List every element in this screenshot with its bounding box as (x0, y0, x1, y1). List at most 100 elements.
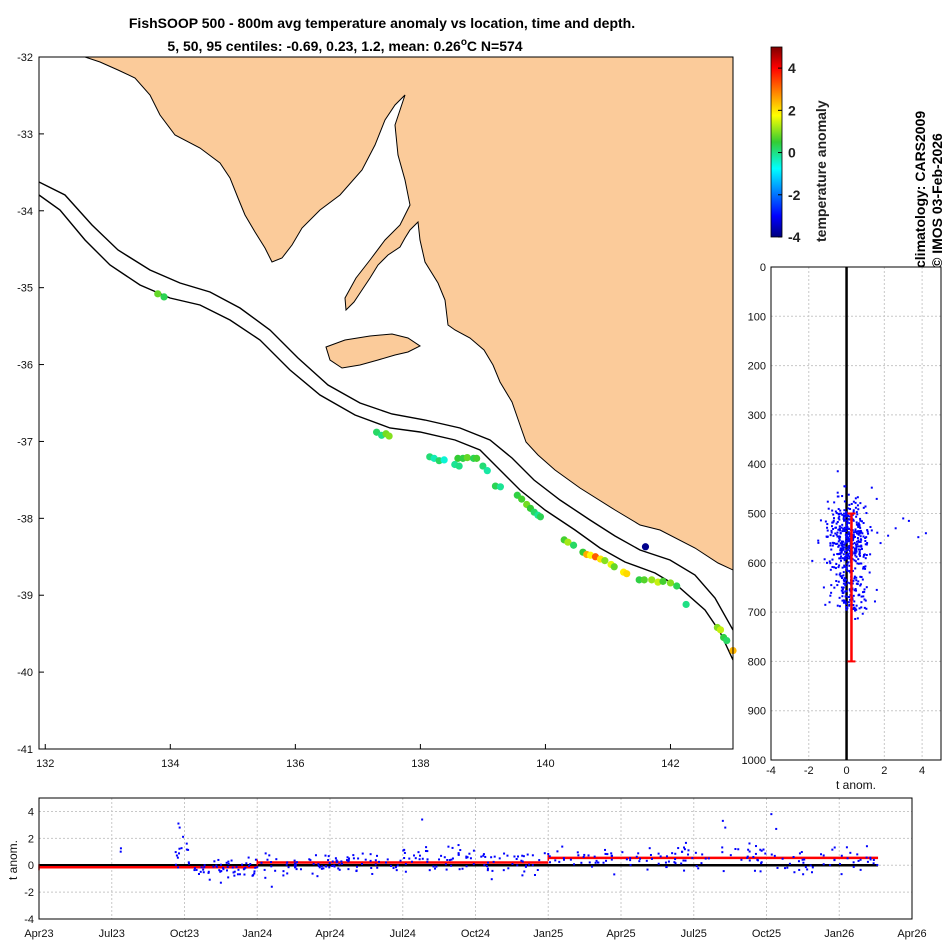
time-point (833, 858, 836, 861)
depth-point (860, 520, 863, 523)
time-point (202, 871, 205, 874)
time-point (448, 859, 451, 862)
depth-point (848, 557, 851, 560)
time-point (182, 835, 185, 838)
depth-point (834, 532, 837, 535)
depth-point (842, 601, 845, 604)
depth-point (854, 543, 857, 546)
time-point (522, 855, 525, 858)
depth-point (842, 540, 845, 543)
time-point (840, 854, 843, 857)
depth-y-tick-label: 300 (748, 410, 766, 422)
time-point (635, 855, 638, 858)
time-point (547, 852, 550, 855)
time-point (417, 851, 420, 854)
depth-point (842, 516, 845, 519)
depth-point (862, 595, 865, 598)
time-point (328, 866, 331, 869)
time-point (605, 859, 608, 862)
depth-point (857, 533, 860, 536)
depth-y-tick-label: 1000 (742, 755, 766, 767)
time-point (230, 859, 233, 862)
depth-y-tick-label: 0 (760, 262, 766, 274)
depth-point (842, 586, 845, 589)
depth-x-tick-label: 4 (919, 765, 925, 777)
map-point (483, 467, 491, 475)
depth-point (876, 531, 879, 534)
depth-point (853, 600, 856, 603)
time-point (318, 866, 321, 869)
time-point (378, 860, 381, 863)
time-point (270, 861, 273, 864)
depth-point (847, 537, 850, 540)
depth-point (855, 579, 858, 582)
time-point (604, 848, 607, 851)
time-point (811, 866, 814, 869)
depth-point (834, 567, 837, 570)
depth-point (856, 496, 859, 499)
time-point (174, 863, 177, 866)
time-point (775, 827, 778, 830)
time-point (293, 862, 296, 865)
time-point (438, 858, 441, 861)
depth-point (851, 529, 854, 532)
depth-point (863, 553, 866, 556)
depth-point (817, 539, 820, 542)
shelf-contour-inner (39, 194, 733, 661)
time-point (506, 854, 509, 857)
time-point (193, 867, 196, 870)
depth-point (839, 547, 842, 550)
time-point (253, 870, 256, 873)
time-point (737, 848, 740, 851)
depth-point (843, 599, 846, 602)
time-point (682, 859, 685, 862)
depth-point (829, 534, 832, 537)
depth-point (843, 519, 846, 522)
depth-point (844, 546, 847, 549)
time-point (425, 846, 428, 849)
depth-point (842, 553, 845, 556)
time-point (521, 854, 524, 857)
time-point (174, 851, 177, 854)
depth-point (840, 551, 843, 554)
depth-point (855, 555, 858, 558)
time-point (833, 846, 836, 849)
depth-point (859, 575, 862, 578)
time-point (247, 856, 250, 859)
time-point (421, 818, 424, 821)
time-point (683, 869, 686, 872)
time-point (687, 853, 690, 856)
depth-point (854, 617, 857, 620)
map-point (536, 513, 545, 521)
depth-point (857, 539, 860, 542)
time-point (783, 867, 786, 870)
time-point (562, 857, 565, 860)
time-point (233, 874, 236, 877)
depth-point (902, 517, 905, 520)
time-point (792, 856, 795, 859)
time-point (759, 848, 762, 851)
time-point (621, 851, 624, 854)
depth-point (852, 546, 855, 549)
depth-point (832, 513, 835, 516)
depth-point (852, 500, 855, 503)
time-point (374, 863, 377, 866)
depth-point (860, 595, 863, 598)
depth-point (811, 559, 814, 562)
depth-point (924, 532, 927, 535)
depth-point (854, 587, 857, 590)
depth-point (835, 542, 838, 545)
time-point (338, 868, 341, 871)
depth-point (841, 557, 844, 560)
depth-point (842, 557, 845, 560)
title-stats: 5, 50, 95 centiles: -0.69, 0.23, 1.2, me… (167, 38, 461, 54)
depth-point (837, 566, 840, 569)
time-x-tick-label: Oct25 (752, 928, 781, 940)
time-point (583, 853, 586, 856)
depth-y-ticks: 0 100 200 300 400 500 600 700 800 900 1000 (742, 262, 766, 767)
time-point (328, 861, 331, 864)
depth-point (853, 535, 856, 538)
time-point (200, 866, 203, 869)
depth-point (841, 588, 844, 591)
time-point (625, 858, 628, 861)
